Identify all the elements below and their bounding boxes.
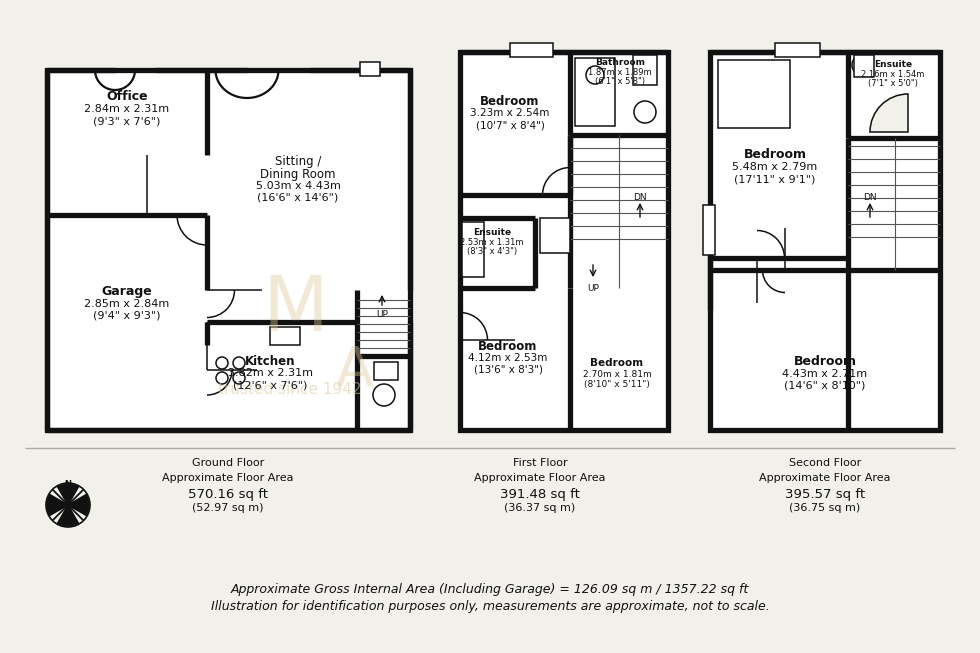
Text: 5.03m x 4.43m: 5.03m x 4.43m: [256, 181, 340, 191]
Text: Garage: Garage: [102, 285, 152, 298]
Bar: [710, 52, 940, 430]
Text: Approximate Floor Area: Approximate Floor Area: [760, 473, 891, 483]
Wedge shape: [47, 494, 68, 515]
Bar: [460, 52, 668, 430]
Text: Approximate Floor Area: Approximate Floor Area: [163, 473, 294, 483]
Bar: [510, 43, 553, 57]
Text: 2.70m x 1.81m: 2.70m x 1.81m: [583, 370, 652, 379]
Text: 391.48 sq ft: 391.48 sq ft: [500, 488, 580, 501]
Text: (17'11" x 9'1"): (17'11" x 9'1"): [734, 174, 815, 184]
Text: First Floor: First Floor: [513, 458, 567, 468]
Text: (8'10" x 5'11"): (8'10" x 5'11"): [584, 380, 650, 389]
Text: Ensuite: Ensuite: [874, 60, 912, 69]
Text: (9'4" x 9'3"): (9'4" x 9'3"): [93, 311, 161, 321]
Text: (7'1" x 5'0"): (7'1" x 5'0"): [868, 79, 918, 88]
Text: Bedroom: Bedroom: [794, 355, 857, 368]
Text: (10'7" x 8'4"): (10'7" x 8'4"): [475, 120, 545, 130]
Text: 2.85m x 2.84m: 2.85m x 2.84m: [84, 299, 170, 309]
Text: N: N: [65, 480, 72, 489]
Text: Bedroom: Bedroom: [478, 340, 538, 353]
Text: Kitchen: Kitchen: [245, 355, 295, 368]
Text: DN: DN: [863, 193, 877, 202]
Text: Bedroom: Bedroom: [744, 148, 807, 161]
Text: 3.82m x 2.31m: 3.82m x 2.31m: [227, 368, 313, 378]
Text: Sitting /: Sitting /: [274, 155, 321, 168]
Text: (16'6" x 14'6"): (16'6" x 14'6"): [258, 193, 339, 203]
Text: (14'6" x 8'10"): (14'6" x 8'10"): [784, 381, 865, 391]
Wedge shape: [58, 505, 78, 526]
Text: Approximate Gross Internal Area (Including Garage) = 126.09 sq m / 1357.22 sq ft: Approximate Gross Internal Area (Includi…: [231, 583, 749, 596]
Wedge shape: [58, 484, 78, 505]
Text: Bathroom: Bathroom: [595, 58, 645, 67]
Text: Ensuite: Ensuite: [473, 228, 511, 237]
Text: Approximate Floor Area: Approximate Floor Area: [474, 473, 606, 483]
Text: Bedroom: Bedroom: [480, 95, 540, 108]
Bar: [703, 205, 715, 255]
Text: M: M: [262, 273, 328, 347]
Text: (12'6" x 7'6"): (12'6" x 7'6"): [233, 380, 307, 390]
Text: DN: DN: [633, 193, 647, 202]
Text: (36.37 sq m): (36.37 sq m): [505, 503, 575, 513]
Text: 570.16 sq ft: 570.16 sq ft: [188, 488, 268, 501]
Text: Ground Floor: Ground Floor: [192, 458, 265, 468]
Text: Office: Office: [106, 90, 148, 103]
Text: Illustration for identification purposes only, measurements are approximate, not: Illustration for identification purposes…: [211, 600, 769, 613]
Bar: [462, 222, 484, 277]
Bar: [360, 62, 380, 76]
Text: 2.84m x 2.31m: 2.84m x 2.31m: [84, 104, 170, 114]
Bar: [374, 362, 398, 380]
Text: 4.12m x 2.53m: 4.12m x 2.53m: [468, 353, 548, 363]
Text: (36.75 sq m): (36.75 sq m): [789, 503, 860, 513]
Bar: [633, 55, 657, 85]
Bar: [270, 327, 300, 345]
Text: 1.87m x 1.89m: 1.87m x 1.89m: [588, 68, 652, 77]
Text: A: A: [336, 343, 374, 397]
Wedge shape: [870, 94, 908, 132]
Text: 395.57 sq ft: 395.57 sq ft: [785, 488, 865, 501]
Text: (8'3" x 4'3"): (8'3" x 4'3"): [466, 247, 517, 256]
Text: (9'3" x 7'6"): (9'3" x 7'6"): [93, 116, 161, 126]
Text: 2.16m x 1.54m: 2.16m x 1.54m: [861, 70, 925, 79]
Bar: [718, 60, 790, 128]
Text: (6'1" x 5'8"): (6'1" x 5'8"): [595, 77, 645, 86]
Wedge shape: [68, 494, 89, 515]
Text: Dining Room: Dining Room: [261, 168, 336, 181]
Text: (13'6" x 8'3"): (13'6" x 8'3"): [473, 365, 543, 375]
Text: UP: UP: [376, 310, 388, 319]
Text: Bedroom: Bedroom: [590, 358, 644, 368]
Text: 2.53m x 1.31m: 2.53m x 1.31m: [461, 238, 523, 247]
Text: 3.23m x 2.54m: 3.23m x 2.54m: [470, 108, 550, 118]
Bar: [775, 43, 820, 57]
Bar: [47, 70, 410, 430]
Text: UP: UP: [587, 284, 599, 293]
Text: trusted since 1942: trusted since 1942: [219, 383, 362, 398]
Wedge shape: [870, 94, 908, 132]
Text: (52.97 sq m): (52.97 sq m): [192, 503, 264, 513]
Bar: [540, 218, 570, 253]
Bar: [575, 58, 615, 126]
Text: Second Floor: Second Floor: [789, 458, 861, 468]
Text: 4.43m x 2.71m: 4.43m x 2.71m: [782, 369, 867, 379]
Text: 5.48m x 2.79m: 5.48m x 2.79m: [732, 162, 817, 172]
Bar: [854, 55, 874, 77]
